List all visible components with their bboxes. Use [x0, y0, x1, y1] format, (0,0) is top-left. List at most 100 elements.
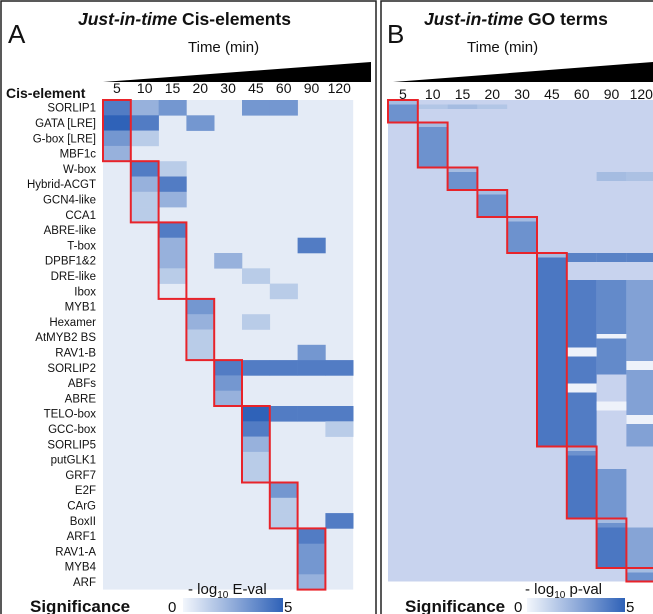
row-label: putGLK1 [51, 455, 96, 467]
column-label: 5 [399, 86, 407, 102]
row-label: T-box [67, 240, 96, 252]
heatmap-cell [242, 100, 271, 116]
heatmap-cell [626, 253, 653, 262]
heatmap-cell [130, 176, 159, 193]
panel-a-letter: A [8, 19, 26, 49]
column-label: 10 [425, 86, 441, 102]
panel-a-title-rest: Cis-elements [177, 9, 291, 29]
heatmap-cell [269, 100, 298, 116]
heatmap-cell [130, 130, 159, 147]
heatmap-cell [447, 167, 478, 190]
heatmap-cell [186, 115, 215, 131]
column-label: 30 [514, 86, 530, 102]
panel-a-column-labels: 5 10 15 20 30 45 60 90 120 [113, 80, 351, 96]
heatmap-cell [297, 360, 326, 376]
highlight-box [102, 99, 132, 163]
heatmap-cell [103, 100, 132, 116]
heatmap-cell [477, 104, 508, 109]
heatmap-cell [297, 574, 326, 590]
heatmap-cell [269, 513, 298, 529]
panel-a-heatmap [103, 100, 354, 590]
heatmap-cell [447, 104, 478, 109]
panel-b-heatmap [388, 100, 653, 582]
row-label: ABRE-like [44, 225, 96, 237]
heatmap-cell [325, 406, 354, 422]
panel-a-frame [0, 0, 377, 614]
panel-b-frame [380, 0, 653, 614]
heatmap-cell [477, 190, 508, 195]
row-label: CCA1 [65, 210, 96, 222]
heatmap-cell [130, 161, 159, 177]
heatmap-cell [297, 528, 326, 544]
heatmap-cell [566, 455, 597, 519]
heatmap-cell [325, 360, 354, 376]
column-label: 120 [328, 80, 352, 96]
panel-b-time-wedge [393, 62, 653, 82]
heatmap-cell [242, 406, 271, 422]
heatmap-cell [566, 280, 597, 447]
row-label: ABRE [65, 393, 97, 405]
heatmap-cell [626, 527, 653, 568]
heatmap-cell [417, 122, 448, 168]
panel-a-title-italic: Just-in-time [78, 9, 177, 29]
heatmap-cell [596, 401, 627, 411]
heatmap-cell [214, 375, 243, 391]
column-label: 10 [137, 80, 153, 96]
column-label: 90 [304, 80, 320, 96]
heatmap-cell [130, 207, 159, 223]
column-label: 60 [574, 86, 590, 102]
row-label: TELO-box [44, 409, 97, 421]
heatmap-cell [626, 172, 653, 181]
heatmap-cell [242, 451, 271, 468]
column-label: 15 [165, 80, 181, 96]
highlight-box [268, 481, 299, 530]
row-label: Hexamer [49, 317, 96, 329]
heatmap-cell [626, 568, 653, 573]
heatmap-cell [297, 237, 326, 254]
heatmap-cell [186, 298, 215, 315]
heatmap-cell [596, 527, 627, 568]
highlight-box [446, 166, 479, 191]
row-label: GATA [LRE] [35, 118, 96, 130]
row-label: W-box [63, 164, 96, 176]
highlight-box [296, 527, 327, 591]
heatmap-cell [158, 161, 187, 177]
panel-a-significance-label: Significance [30, 597, 130, 614]
heatmap-cell [297, 543, 326, 560]
row-label: BoxII [70, 516, 96, 528]
row-label: RAV1-A [55, 546, 96, 558]
panel-a-highlight-boxes [102, 99, 327, 591]
heatmap-cell [507, 217, 537, 253]
panel-a-row-header: Cis-element [6, 85, 86, 101]
column-label: 15 [455, 86, 471, 102]
heatmap-cell [103, 115, 132, 131]
heatmap-cell [596, 280, 627, 375]
panel-b-highlight-boxes [387, 99, 653, 583]
row-label: GRF7 [65, 470, 96, 482]
panel-a-time-wedge [103, 62, 371, 82]
heatmap-cell [269, 283, 298, 300]
highlight-box [387, 99, 419, 124]
column-label: 5 [113, 80, 121, 96]
heatmap-cell [214, 253, 243, 269]
row-label: RAV1-B [55, 347, 96, 359]
heatmap-cell [388, 100, 418, 123]
heatmap-cell [297, 344, 326, 361]
panel-b-title-italic: Just-in-time [424, 9, 523, 29]
row-label: GCN4-like [43, 194, 96, 206]
row-label: MBF1c [60, 149, 97, 161]
column-label: 45 [544, 86, 560, 102]
heatmap-cell [242, 467, 271, 483]
panel-b-scale-max: 5 [626, 599, 634, 614]
heatmap-cell [626, 415, 653, 424]
column-label: 45 [248, 80, 264, 96]
panel-b-title-rest: GO terms [523, 9, 608, 29]
column-label: 120 [630, 86, 653, 102]
highlight-box [213, 359, 243, 408]
panel-b-significance-label: Significance [405, 597, 505, 614]
heatmap-cell [596, 253, 627, 262]
highlight-box [129, 160, 160, 224]
heatmap-cell [325, 513, 354, 529]
panel-a-scale-label: - log10 E-val [188, 581, 267, 601]
heatmap-cell [242, 314, 271, 330]
